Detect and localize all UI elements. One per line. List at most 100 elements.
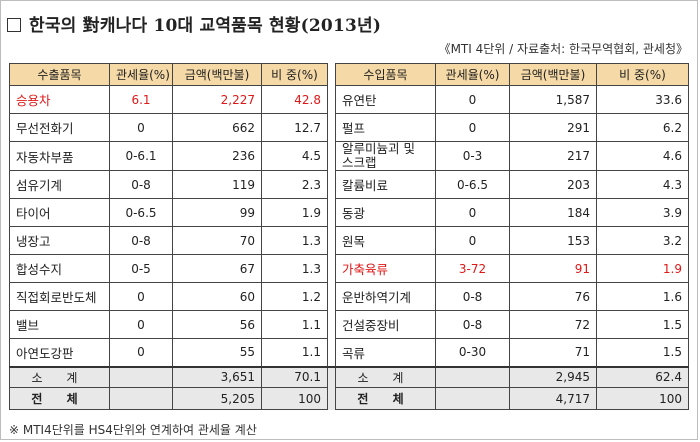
- title-text: 한국의 對캐나다 10대 교역품목 현황(2013년): [29, 16, 382, 36]
- export-amount: 236: [172, 141, 262, 171]
- export-item: 타이어: [9, 198, 110, 227]
- column-gap: [327, 365, 336, 388]
- export-share: 1.3: [261, 226, 328, 255]
- export-share: 2.3: [261, 170, 328, 199]
- import-tariff: 0-8: [435, 310, 510, 339]
- subtotal-export-amount: 3,651: [172, 365, 262, 388]
- empty-cell: [109, 387, 173, 410]
- total-label: 전 체: [9, 387, 110, 410]
- import-tariff: 0: [435, 113, 510, 142]
- import-amount: 291: [509, 113, 597, 142]
- table-header-row: 수출품목 관세율(%) 금액(백만불) 비 중(%) 수입품목 관세율(%) 금…: [9, 63, 689, 86]
- source-note: 《MTI 4단위 / 자료출처: 한국무역협회, 관세청》: [438, 42, 688, 56]
- document-title: 한국의 對캐나다 10대 교역품목 현황(2013년): [7, 11, 381, 36]
- import-amount: 76: [509, 282, 597, 311]
- import-share: 1.5: [596, 338, 689, 367]
- import-share: 4.3: [596, 170, 689, 199]
- total-export-share: 100: [261, 387, 328, 410]
- export-tariff: 0-6.5: [109, 198, 173, 227]
- subtotal-label: 소 계: [9, 365, 110, 388]
- export-tariff: 0: [109, 113, 173, 142]
- import-item: 곡류: [335, 338, 436, 367]
- export-share: 12.7: [261, 113, 328, 142]
- empty-cell: [435, 365, 510, 388]
- col-header: 금액(백만불): [172, 63, 262, 86]
- export-item: 합성수지: [9, 254, 110, 283]
- import-amount: 71: [509, 338, 597, 367]
- table-row: 합성수지 0-5 67 1.3 가축육류 3-72 91 1.9: [9, 254, 689, 283]
- empty-cell: [109, 365, 173, 388]
- import-item: 건설중장비: [335, 310, 436, 339]
- table-row: 냉장고 0-8 70 1.3 원목 0 153 3.2: [9, 226, 689, 255]
- import-tariff: 0: [435, 198, 510, 227]
- export-share: 1.2: [261, 282, 328, 311]
- export-item: 무선전화기: [9, 113, 110, 142]
- column-gap: [327, 226, 336, 255]
- column-gap: [327, 387, 336, 410]
- export-item: 아연도강판: [9, 338, 110, 367]
- import-amount: 153: [509, 226, 597, 255]
- column-gap: [327, 170, 336, 199]
- export-tariff: 6.1: [109, 85, 173, 114]
- import-amount: 1,587: [509, 85, 597, 114]
- column-gap: [327, 113, 336, 142]
- total-label: 전 체: [335, 387, 436, 410]
- table-row: 타이어 0-6.5 99 1.9 동광 0 184 3.9: [9, 198, 689, 227]
- export-item: 직접회로반도체: [9, 282, 110, 311]
- total-import-share: 100: [596, 387, 689, 410]
- import-item: 원목: [335, 226, 436, 255]
- export-amount: 662: [172, 113, 262, 142]
- col-header: 관세율(%): [109, 63, 173, 86]
- import-item: 유연탄: [335, 85, 436, 114]
- table-row: 섬유기계 0-8 119 2.3 칼륨비료 0-6.5 203 4.3: [9, 170, 689, 199]
- import-item: 가축육류: [335, 254, 436, 283]
- subtotal-import-share: 62.4: [596, 365, 689, 388]
- export-amount: 99: [172, 198, 262, 227]
- import-share: 1.5: [596, 310, 689, 339]
- trade-table: 수출품목 관세율(%) 금액(백만불) 비 중(%) 수입품목 관세율(%) 금…: [9, 63, 689, 410]
- import-share: 3.9: [596, 198, 689, 227]
- total-export-amount: 5,205: [172, 387, 262, 410]
- export-item: 냉장고: [9, 226, 110, 255]
- export-share: 1.3: [261, 254, 328, 283]
- import-tariff: 0-30: [435, 338, 510, 367]
- col-header: 수입품목: [335, 63, 436, 86]
- import-share: 1.9: [596, 254, 689, 283]
- import-tariff: 3-72: [435, 254, 510, 283]
- column-gap: [327, 63, 336, 86]
- import-amount: 72: [509, 310, 597, 339]
- import-share: 33.6: [596, 85, 689, 114]
- column-gap: [327, 85, 336, 114]
- export-amount: 55: [172, 338, 262, 367]
- export-share: 1.1: [261, 310, 328, 339]
- import-share: 3.2: [596, 226, 689, 255]
- column-gap: [327, 198, 336, 227]
- export-item: 밸브: [9, 310, 110, 339]
- import-amount: 91: [509, 254, 597, 283]
- import-tariff: 0: [435, 226, 510, 255]
- export-amount: 119: [172, 170, 262, 199]
- footnote: ※ MTI4단위를 HS4단위와 연계하여 관세율 계산: [9, 423, 257, 437]
- import-item: 칼륨비료: [335, 170, 436, 199]
- import-item: 운반하역기계: [335, 282, 436, 311]
- table-row: 무선전화기 0 662 12.7 펄프 0 291 6.2: [9, 113, 689, 142]
- total-import-amount: 4,717: [509, 387, 597, 410]
- column-gap: [327, 141, 336, 171]
- import-tariff: 0-6.5: [435, 170, 510, 199]
- col-header: 수출품목: [9, 63, 110, 86]
- import-share: 1.6: [596, 282, 689, 311]
- column-gap: [327, 254, 336, 283]
- export-share: 4.5: [261, 141, 328, 171]
- column-gap: [327, 338, 336, 367]
- subtotal-label: 소 계: [335, 365, 436, 388]
- column-gap: [327, 282, 336, 311]
- export-tariff: 0-6.1: [109, 141, 173, 171]
- import-item: 펄프: [335, 113, 436, 142]
- export-item: 승용차: [9, 85, 110, 114]
- export-tariff: 0-8: [109, 226, 173, 255]
- import-amount: 217: [509, 141, 597, 171]
- table-row: 직접회로반도체 0 60 1.2 운반하역기계 0-8 76 1.6: [9, 282, 689, 311]
- import-tariff: 0-3: [435, 141, 510, 171]
- column-gap: [327, 310, 336, 339]
